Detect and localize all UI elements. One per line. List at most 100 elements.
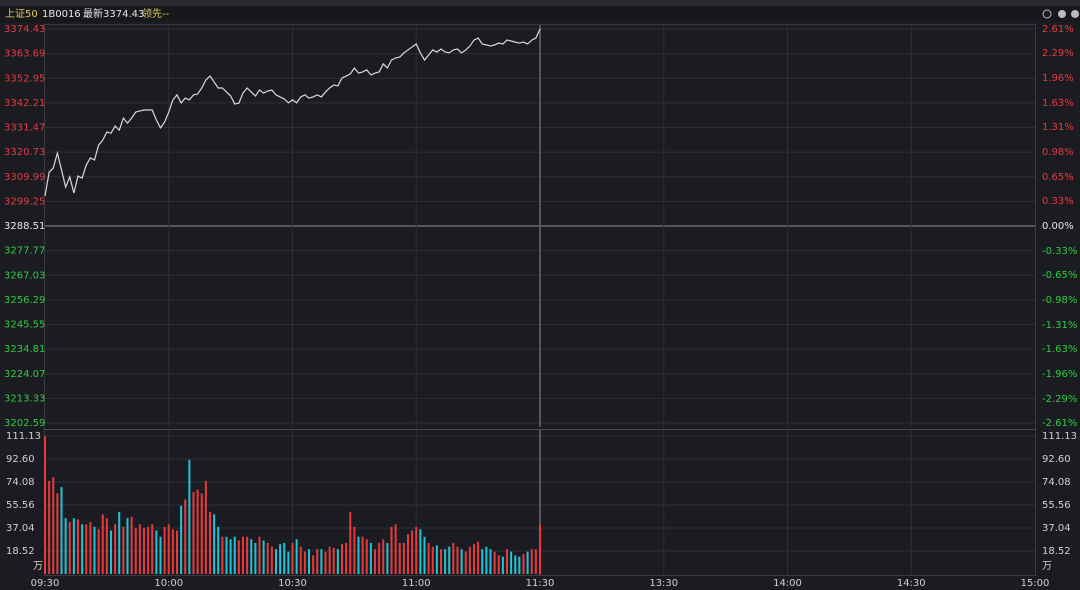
- volume-bar: [497, 555, 500, 574]
- volume-tick-label: 74.08: [6, 477, 35, 488]
- volume-bar: [526, 551, 529, 574]
- volume-bar: [184, 499, 187, 574]
- volume-bar: [85, 524, 88, 574]
- volume-bar: [266, 542, 269, 574]
- volume-bar: [419, 529, 422, 574]
- volume-bar: [114, 524, 117, 574]
- volume-tick-label: 37.04: [6, 523, 35, 534]
- volume-bar: [72, 518, 75, 574]
- volume-bar: [101, 514, 104, 574]
- volume-bar: [506, 549, 508, 574]
- volume-bar: [237, 540, 240, 574]
- y-tick-label: 3256.29: [4, 295, 45, 306]
- volume-tick-label: 55.56: [6, 500, 35, 511]
- volume-bar: [155, 530, 158, 574]
- volume-bar: [163, 526, 166, 574]
- volume-bar: [126, 518, 129, 574]
- volume-bar: [275, 549, 277, 574]
- y2-tick-label: 1.31%: [1042, 122, 1074, 133]
- volume-bar: [539, 524, 541, 574]
- toolbar: [0, 0, 1080, 6]
- volume-bar: [291, 542, 294, 574]
- volume-bar: [407, 534, 409, 574]
- volume-bar: [349, 511, 352, 574]
- volume-bar: [324, 551, 327, 574]
- volume-bar: [440, 549, 442, 574]
- index-code: 1B0016: [42, 9, 81, 20]
- volume-tick-label-right: 111.13: [1042, 431, 1077, 442]
- volume-bar: [510, 551, 513, 574]
- volume-bar: [48, 480, 51, 574]
- volume-bar: [382, 539, 385, 574]
- close-icon[interactable]: [1071, 10, 1079, 18]
- refresh-icon[interactable]: [1042, 9, 1052, 19]
- volume-unit: 万: [33, 561, 43, 572]
- x-tick-label: 14:30: [897, 578, 926, 589]
- y2-tick-label: -1.96%: [1042, 369, 1077, 380]
- volume-bar: [254, 542, 257, 574]
- x-tick-label: 10:30: [278, 578, 307, 589]
- volume-bar: [452, 542, 455, 574]
- volume-bar: [345, 542, 348, 574]
- volume-bar: [394, 524, 397, 574]
- volume-bar: [361, 536, 364, 574]
- volume-bar: [369, 542, 372, 574]
- header-icons: [1042, 9, 1079, 19]
- volume-bar: [353, 526, 356, 574]
- volume-bar: [423, 536, 426, 574]
- header-bar: [0, 6, 1080, 22]
- y-tick-label: 3374.43: [4, 24, 45, 35]
- volume-bar: [93, 526, 96, 574]
- volume-tick-label-right: 18.52: [1042, 546, 1071, 557]
- price-line: [44, 28, 541, 197]
- y-tick-label: 3363.69: [4, 49, 45, 60]
- volume-bar: [398, 542, 401, 574]
- volume-bar: [514, 555, 517, 574]
- volume-bar: [138, 524, 141, 574]
- volume-bar: [105, 518, 108, 574]
- volume-tick-label-right: 55.56: [1042, 500, 1071, 511]
- volume-bar: [336, 549, 339, 574]
- volume-bar: [204, 480, 207, 574]
- volume-bar: [481, 549, 484, 574]
- volume-bar: [518, 556, 521, 574]
- y-tick-label: 3224.07: [4, 369, 45, 380]
- volume-bar: [118, 511, 121, 574]
- settings-icon[interactable]: [1058, 10, 1066, 18]
- y-tick-label: 3202.59: [4, 418, 45, 429]
- volume-bar: [460, 549, 463, 574]
- y-tick-label: 3213.33: [4, 393, 45, 404]
- volume-bar: [217, 526, 220, 574]
- volume-bar: [279, 544, 282, 574]
- volume-bar: [287, 551, 290, 574]
- volume-bar: [270, 546, 273, 574]
- volume-bar: [415, 526, 418, 574]
- volume-bar: [64, 518, 67, 574]
- volume-bar: [374, 549, 376, 574]
- y-tick-label: 3299.25: [4, 196, 45, 207]
- volume-bar: [209, 511, 211, 574]
- volume-bar: [151, 524, 154, 574]
- y-tick-label: 3320.73: [4, 147, 45, 158]
- volume-bar: [233, 536, 236, 574]
- volume-bar: [283, 542, 286, 574]
- volume-bar: [365, 539, 368, 574]
- volume-bar: [312, 555, 315, 574]
- volume-bar: [68, 521, 71, 574]
- volume-bar: [427, 542, 430, 574]
- volume-bar: [295, 539, 298, 574]
- y2-tick-label: 0.33%: [1042, 196, 1074, 207]
- volume-bar: [320, 549, 323, 574]
- volume-bar: [386, 542, 389, 574]
- y-tick-label: 3277.77: [4, 246, 45, 257]
- y-tick-label: 3267.03: [4, 270, 45, 281]
- volume-bar: [473, 544, 475, 574]
- volume-bar: [180, 505, 183, 574]
- volume-bar: [225, 536, 228, 574]
- x-tick-label: 13:30: [649, 578, 678, 589]
- volume-bar: [341, 544, 343, 574]
- x-tick-label: 14:00: [773, 578, 802, 589]
- volume-bar: [444, 549, 447, 574]
- y2-tick-label: 1.96%: [1042, 73, 1074, 84]
